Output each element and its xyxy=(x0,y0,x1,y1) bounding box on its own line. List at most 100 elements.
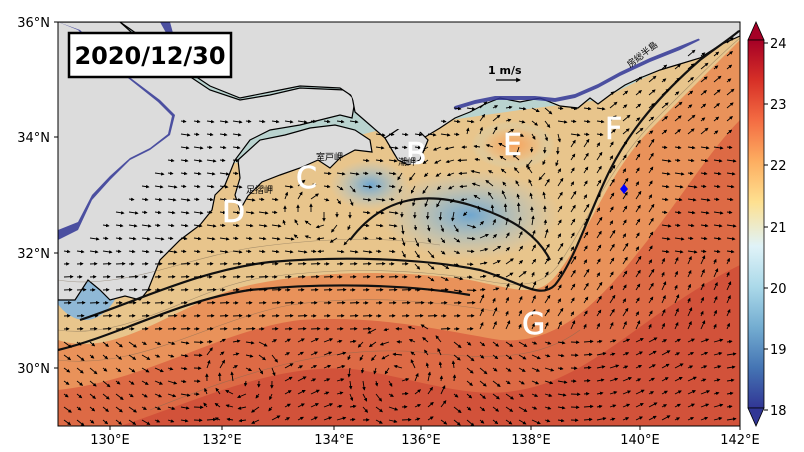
current-vector-arrow xyxy=(284,237,295,241)
current-vector-arrow xyxy=(726,129,733,135)
current-vector-arrow xyxy=(648,268,655,278)
current-vector-arrow xyxy=(219,172,230,176)
current-vector-arrow xyxy=(700,210,710,215)
current-vector-arrow xyxy=(648,194,653,200)
lon-label-140: 140°E xyxy=(620,433,660,448)
current-vector-arrow xyxy=(141,224,152,228)
current-vector-arrow xyxy=(726,116,733,122)
current-vector-arrow xyxy=(531,367,540,372)
current-vector-arrow xyxy=(294,219,299,226)
current-vector-arrow xyxy=(219,197,228,202)
current-vector-arrow xyxy=(609,129,616,135)
current-vector-arrow xyxy=(726,365,736,369)
current-vector-arrow xyxy=(609,285,614,291)
current-vector-arrow xyxy=(89,237,100,241)
current-vector-arrow xyxy=(700,296,704,304)
current-vector-arrow xyxy=(487,191,494,200)
current-vector-arrow xyxy=(323,378,331,382)
current-vector-arrow xyxy=(622,205,628,213)
current-vector-arrow xyxy=(271,354,278,363)
current-vector-arrow xyxy=(336,364,346,369)
current-vector-arrow xyxy=(399,198,404,206)
current-vector-arrow xyxy=(206,171,216,176)
current-vector-arrow xyxy=(570,190,577,200)
current-vector-arrow xyxy=(371,354,377,361)
southern-hot-water xyxy=(120,265,740,426)
current-vector-arrow xyxy=(180,341,190,345)
current-vector-arrow xyxy=(269,393,273,401)
current-vector-arrow xyxy=(502,181,507,187)
current-vector-arrow xyxy=(323,171,332,176)
current-vector-arrow xyxy=(570,139,576,148)
current-vector-arrow xyxy=(232,210,241,215)
current-vector-arrow xyxy=(544,257,550,265)
current-vector-arrow xyxy=(583,268,590,278)
current-vector-arrow xyxy=(435,335,442,343)
current-vector-arrow xyxy=(193,171,202,176)
current-vector-arrow xyxy=(583,296,589,304)
current-vector-arrow xyxy=(713,268,719,278)
current-vector-arrow xyxy=(726,249,735,254)
current-vector-arrow xyxy=(492,260,501,265)
current-vector-arrow xyxy=(347,224,351,231)
current-vector-arrow xyxy=(661,281,667,291)
current-vector-arrow xyxy=(557,340,566,345)
current-vector-arrow xyxy=(622,390,632,395)
current-vector-arrow xyxy=(232,339,241,344)
current-vector-arrow xyxy=(687,269,692,278)
current-vector-arrow xyxy=(383,327,390,332)
current-vector-arrow xyxy=(492,393,500,400)
current-vector-arrow xyxy=(505,296,509,304)
current-vector-arrow xyxy=(258,119,266,124)
lat-label-30: 30°N xyxy=(17,362,50,377)
current-vector-arrow xyxy=(401,132,409,137)
current-vector-arrow xyxy=(557,233,562,239)
current-vector-arrow xyxy=(518,393,524,397)
current-vector-arrow xyxy=(167,366,174,371)
current-vector-arrow xyxy=(479,247,489,252)
current-vector-arrow xyxy=(544,380,554,385)
current-vector-arrow xyxy=(687,283,691,291)
current-vector-arrow xyxy=(63,419,72,426)
current-vector-arrow xyxy=(713,258,717,265)
current-vector-arrow xyxy=(700,269,705,278)
current-vector-arrow xyxy=(466,393,473,399)
current-vector-arrow xyxy=(271,339,278,343)
current-vector-arrow xyxy=(76,380,84,386)
current-vector-arrow xyxy=(622,154,627,161)
current-vector-arrow xyxy=(375,133,386,137)
current-vector-arrow xyxy=(661,322,665,330)
current-vector-arrow xyxy=(570,255,577,265)
current-vector-arrow xyxy=(583,339,594,344)
current-vector-arrow xyxy=(661,295,666,304)
current-vector-arrow xyxy=(648,180,653,187)
current-vector-arrow xyxy=(459,184,468,189)
current-vector-arrow xyxy=(466,354,475,362)
current-vector-arrow xyxy=(674,145,682,150)
current-vector-arrow xyxy=(271,210,278,215)
current-vector-arrow xyxy=(635,351,643,356)
current-vector-arrow xyxy=(232,250,243,254)
current-vector-arrow xyxy=(661,88,670,96)
current-vector-arrow xyxy=(115,341,123,348)
current-vector-arrow xyxy=(485,179,494,187)
current-vector-arrow xyxy=(635,117,641,122)
current-vector-arrow xyxy=(230,371,234,382)
current-vector-arrow xyxy=(349,417,356,422)
current-vector-arrow xyxy=(687,158,695,163)
current-vector-arrow xyxy=(457,158,468,163)
current-vector-arrow xyxy=(422,159,429,165)
current-vector-arrow xyxy=(713,378,721,382)
current-vector-arrow xyxy=(388,158,398,163)
current-vector-arrow xyxy=(349,339,357,344)
current-vector-arrow xyxy=(388,184,396,189)
current-vector-arrow xyxy=(466,419,475,426)
current-vector-arrow xyxy=(726,295,731,304)
current-vector-arrow xyxy=(609,352,616,357)
current-vector-arrow xyxy=(492,297,496,304)
current-vector-arrow xyxy=(258,341,268,347)
current-vector-arrow xyxy=(154,184,164,189)
current-vector-arrow xyxy=(661,271,665,278)
current-vector-arrow xyxy=(426,224,431,232)
